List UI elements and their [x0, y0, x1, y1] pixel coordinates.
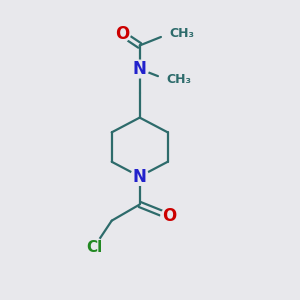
Text: Cl: Cl: [86, 240, 102, 255]
Text: O: O: [162, 207, 176, 225]
Circle shape: [85, 238, 104, 256]
Text: N: N: [133, 60, 147, 78]
Circle shape: [161, 208, 177, 224]
Circle shape: [114, 26, 130, 42]
Text: CH₃: CH₃: [169, 27, 194, 40]
Text: N: N: [133, 167, 147, 185]
Circle shape: [131, 60, 148, 78]
Text: CH₃: CH₃: [166, 73, 191, 86]
Text: O: O: [115, 25, 129, 43]
Circle shape: [131, 168, 148, 185]
